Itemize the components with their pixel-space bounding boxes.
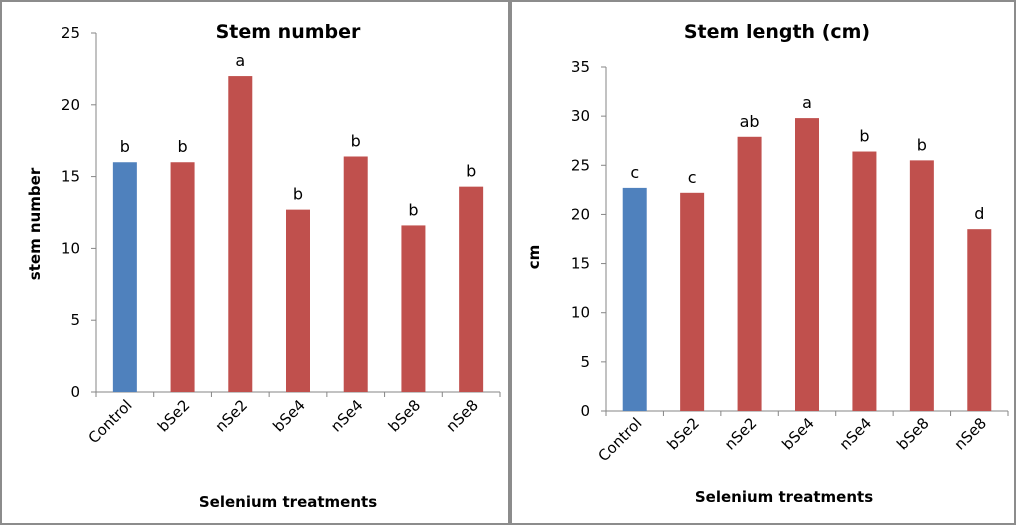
x-tick-label: bSe2 — [154, 396, 193, 435]
bar-nse2 — [737, 136, 762, 412]
x-tick-label: nSe2 — [212, 396, 251, 435]
stem-length-chart-panel: Stem length (cm) cm Selenium treatments … — [510, 0, 1016, 525]
significance-label: b — [120, 137, 130, 156]
significance-label: b — [293, 185, 303, 204]
bar-bse8 — [401, 225, 426, 392]
bar-nse2 — [228, 76, 253, 392]
x-tick-label: nSe8 — [951, 414, 990, 453]
y-tick-label: 25 — [571, 156, 590, 174]
x-tick-label: bSe4 — [778, 414, 817, 453]
bar-bse4 — [795, 118, 819, 411]
bar-bse2 — [680, 192, 705, 411]
significance-label: a — [235, 51, 245, 70]
significance-label: b — [177, 137, 187, 156]
significance-label: c — [630, 163, 639, 182]
y-tick-label: 15 — [61, 168, 80, 186]
x-axis-label: Selenium treatments — [695, 488, 873, 506]
bar-nse8 — [967, 229, 992, 411]
significance-label: d — [974, 204, 984, 223]
bar-bse2 — [170, 162, 195, 392]
y-tick-label: 5 — [580, 353, 590, 371]
bar-bse4 — [286, 209, 310, 392]
significance-label: ab — [740, 112, 760, 131]
y-tick-label: 10 — [61, 239, 80, 257]
plot-area: 0 5 10 15 20 25 b Control b bSe2 a nSe2 b bSe4 b nSe4 b b… — [61, 24, 501, 447]
y-tick-label: 0 — [70, 383, 80, 401]
x-tick-label: nSe4 — [327, 396, 366, 435]
x-tick-label: bSe8 — [893, 414, 932, 453]
y-tick-label: 30 — [571, 107, 590, 125]
y-tick-label: 15 — [571, 255, 590, 273]
y-tick-label: 10 — [571, 304, 590, 322]
x-tick-label: Control — [594, 414, 645, 465]
chart-title: Stem number — [216, 21, 361, 43]
significance-label: a — [802, 93, 812, 112]
y-tick-label: 0 — [580, 402, 590, 420]
significance-label: b — [351, 131, 361, 150]
x-tick-label: nSe2 — [721, 414, 760, 453]
x-tick-label: nSe8 — [443, 396, 482, 435]
plot-area: 0 5 10 15 20 25 30 35 c Control c bSe2 ab nSe2 a bSe4 b n… — [571, 58, 1009, 465]
x-tick-label: nSe4 — [836, 414, 875, 453]
significance-label: b — [408, 200, 418, 219]
significance-label: b — [917, 135, 927, 154]
y-axis-label: stem number — [26, 167, 44, 280]
x-tick-label: bSe2 — [663, 414, 702, 453]
x-tick-label: bSe8 — [385, 396, 424, 435]
significance-label: c — [688, 168, 697, 187]
x-tick-label: Control — [85, 396, 136, 447]
x-axis-label: Selenium treatments — [199, 493, 377, 511]
significance-label: b — [466, 162, 476, 181]
bar-control — [622, 187, 647, 411]
bar-nse4 — [343, 156, 368, 392]
y-tick-label: 20 — [571, 205, 590, 223]
bar-control — [112, 162, 137, 392]
bar-bse8 — [909, 160, 934, 411]
y-tick-label: 20 — [61, 96, 80, 114]
stem-length-chart: Stem length (cm) cm Selenium treatments … — [525, 21, 1009, 506]
y-tick-label: 35 — [571, 58, 590, 76]
significance-label: b — [859, 127, 869, 146]
y-axis-label: cm — [525, 245, 543, 270]
chart-title: Stem length (cm) — [684, 21, 870, 43]
stem-number-chart: Stem number stem number Selenium treatme… — [26, 21, 501, 511]
stem-number-chart-panel: Stem number stem number Selenium treatme… — [0, 0, 510, 525]
bar-nse8 — [459, 186, 484, 392]
y-tick-label: 5 — [70, 311, 80, 329]
bar-nse4 — [852, 151, 877, 412]
y-tick-label: 25 — [61, 24, 80, 42]
x-tick-label: bSe4 — [269, 396, 308, 435]
